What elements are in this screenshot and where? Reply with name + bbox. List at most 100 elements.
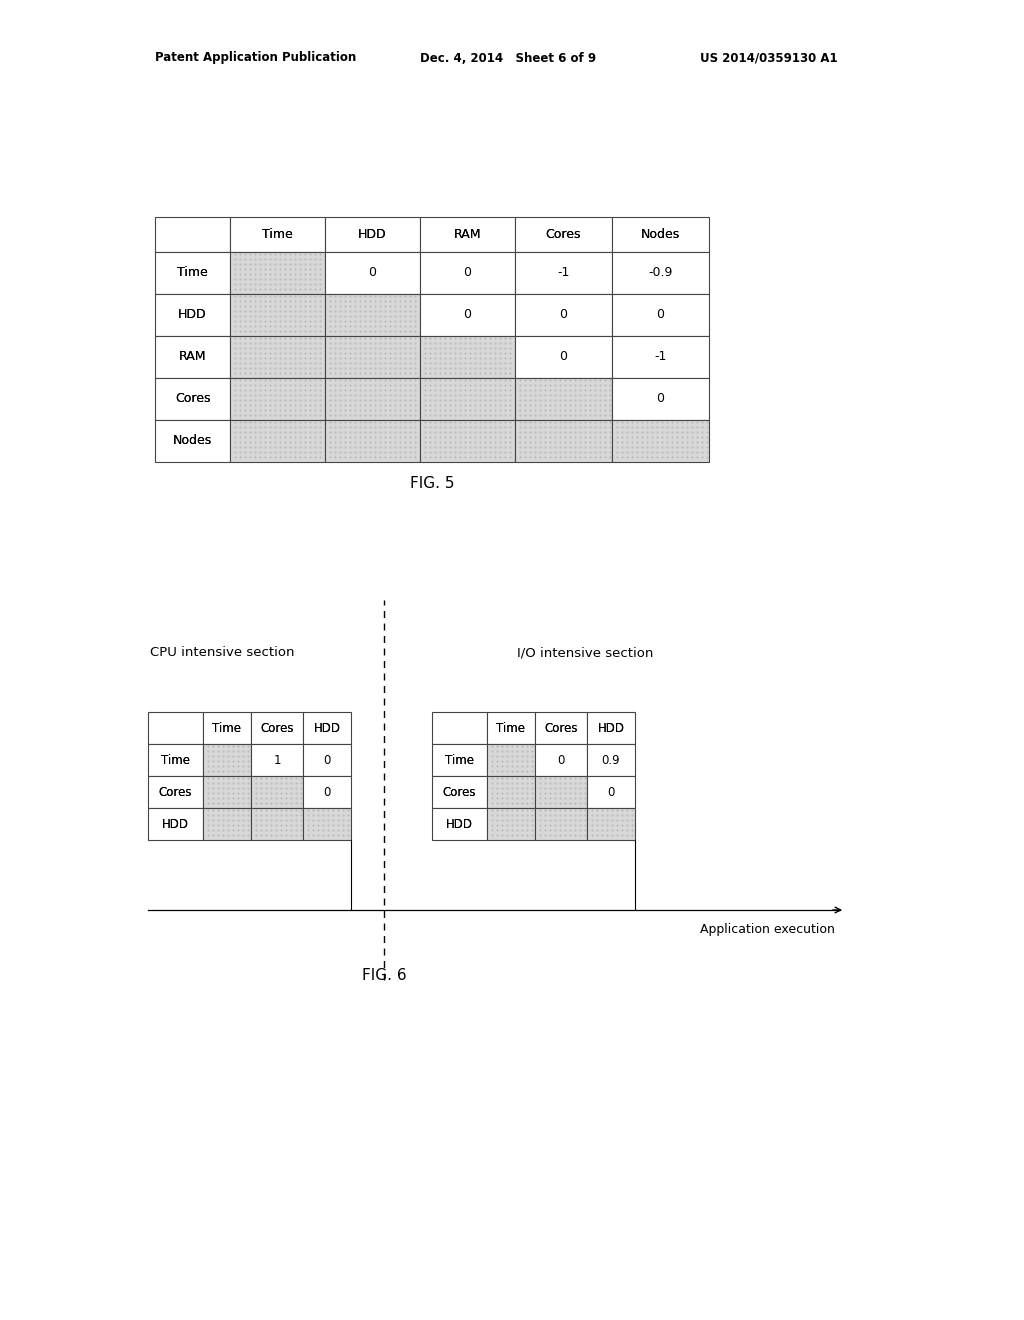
Bar — [420, 252, 515, 294]
Bar — [487, 744, 535, 776]
Text: HDD: HDD — [597, 722, 625, 734]
Text: HDD: HDD — [162, 817, 189, 830]
Bar — [587, 744, 635, 776]
Bar — [155, 216, 230, 252]
Bar — [230, 294, 325, 337]
Text: Nodes: Nodes — [173, 434, 212, 447]
Bar — [325, 216, 420, 252]
Text: Nodes: Nodes — [641, 228, 680, 242]
Bar — [203, 711, 251, 744]
Bar — [203, 776, 251, 808]
Text: 0: 0 — [324, 754, 331, 767]
Text: Time: Time — [213, 722, 242, 734]
Bar — [432, 776, 487, 808]
Text: 0: 0 — [607, 785, 614, 799]
Bar — [420, 378, 515, 420]
Text: Time: Time — [445, 754, 474, 767]
Bar — [303, 711, 351, 744]
Text: 0: 0 — [559, 351, 567, 363]
Text: 0: 0 — [656, 392, 665, 405]
Bar — [251, 744, 303, 776]
Text: HDD: HDD — [597, 722, 625, 734]
Text: Time: Time — [177, 267, 208, 280]
Text: HDD: HDD — [446, 817, 473, 830]
Text: RAM: RAM — [454, 228, 481, 242]
Text: Time: Time — [497, 722, 525, 734]
Bar — [515, 294, 612, 337]
Bar — [535, 808, 587, 840]
Bar — [325, 420, 420, 462]
Bar — [303, 744, 351, 776]
Bar — [612, 378, 709, 420]
Bar — [612, 216, 709, 252]
Bar — [148, 776, 203, 808]
Bar — [432, 808, 487, 840]
Bar — [203, 744, 251, 776]
Bar — [535, 711, 587, 744]
Text: 0: 0 — [656, 309, 665, 322]
Text: Cores: Cores — [159, 785, 193, 799]
Text: Time: Time — [497, 722, 525, 734]
Text: -1: -1 — [654, 351, 667, 363]
Text: Cores: Cores — [159, 785, 193, 799]
Text: HDD: HDD — [162, 817, 189, 830]
Text: 1: 1 — [273, 754, 281, 767]
Text: 0: 0 — [559, 309, 567, 322]
Bar — [420, 420, 515, 462]
Bar — [303, 808, 351, 840]
Text: Time: Time — [161, 754, 190, 767]
Bar — [230, 252, 325, 294]
Text: Cores: Cores — [544, 722, 578, 734]
Bar — [325, 378, 420, 420]
Bar — [155, 294, 230, 337]
Text: FIG. 6: FIG. 6 — [361, 968, 407, 982]
Text: -0.9: -0.9 — [648, 267, 673, 280]
Bar — [325, 294, 420, 337]
Text: CPU intensive section: CPU intensive section — [150, 647, 294, 660]
Bar — [612, 420, 709, 462]
Bar — [612, 252, 709, 294]
Text: Application execution: Application execution — [700, 924, 835, 936]
Bar — [230, 420, 325, 462]
Text: Dec. 4, 2014   Sheet 6 of 9: Dec. 4, 2014 Sheet 6 of 9 — [420, 51, 596, 65]
Bar — [612, 337, 709, 378]
Bar — [432, 744, 487, 776]
Text: 0: 0 — [464, 309, 471, 322]
Bar — [230, 216, 325, 252]
Bar — [487, 711, 535, 744]
Text: RAM: RAM — [179, 351, 206, 363]
Bar — [148, 744, 203, 776]
Text: HDD: HDD — [446, 817, 473, 830]
Text: Time: Time — [213, 722, 242, 734]
Bar — [230, 378, 325, 420]
Text: Cores: Cores — [442, 785, 476, 799]
Bar — [155, 337, 230, 378]
Bar — [155, 252, 230, 294]
Bar — [535, 776, 587, 808]
Bar — [303, 776, 351, 808]
Bar — [515, 216, 612, 252]
Bar — [230, 337, 325, 378]
Bar — [515, 252, 612, 294]
Text: Cores: Cores — [546, 228, 582, 242]
Bar — [148, 711, 203, 744]
Bar — [203, 808, 251, 840]
Bar — [587, 808, 635, 840]
Text: Time: Time — [161, 754, 190, 767]
Text: 0: 0 — [464, 267, 471, 280]
Bar — [420, 337, 515, 378]
Text: Cores: Cores — [546, 228, 582, 242]
Text: RAM: RAM — [454, 228, 481, 242]
Text: Time: Time — [445, 754, 474, 767]
Text: -1: -1 — [557, 267, 569, 280]
Text: HDD: HDD — [178, 309, 207, 322]
Text: RAM: RAM — [179, 351, 206, 363]
Text: Cores: Cores — [260, 722, 294, 734]
Text: US 2014/0359130 A1: US 2014/0359130 A1 — [700, 51, 838, 65]
Bar — [612, 294, 709, 337]
Text: Cores: Cores — [175, 392, 210, 405]
Text: 0.9: 0.9 — [602, 754, 621, 767]
Text: I/O intensive section: I/O intensive section — [517, 647, 653, 660]
Bar — [587, 711, 635, 744]
Text: 0: 0 — [369, 267, 377, 280]
